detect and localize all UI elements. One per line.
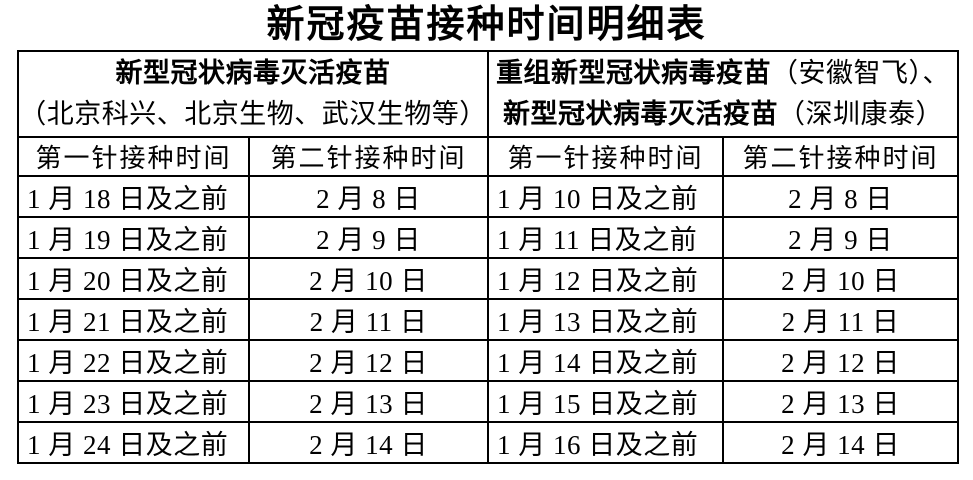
first-dose-cell: 1 月 18 日及之前 — [17, 175, 250, 218]
col-header-dose1-right: 第一针接种时间 — [487, 136, 724, 177]
first-dose-cell: 1 月 11 日及之前 — [487, 216, 724, 259]
table-row: 1 月 23 日及之前 2 月 13 日 1 月 15 日及之前 2 月 13 … — [17, 380, 959, 423]
second-dose-cell: 2 月 10 日 — [248, 257, 489, 300]
first-dose-cell: 1 月 23 日及之前 — [17, 380, 250, 423]
second-dose-cell: 2 月 13 日 — [248, 380, 489, 423]
vaccine-schedule-table: 新型冠状病毒灭活疫苗 （北京科兴、北京生物、武汉生物等） 重组新型冠状病毒疫苗（… — [17, 50, 959, 464]
second-dose-cell: 2 月 9 日 — [248, 216, 489, 259]
second-dose-cell: 2 月 10 日 — [722, 257, 959, 300]
second-dose-cell: 2 月 12 日 — [248, 339, 489, 382]
group-title-line: （北京科兴、北京生物、武汉生物等） — [19, 94, 487, 135]
table-row: 1 月 20 日及之前 2 月 10 日 1 月 12 日及之前 2 月 10 … — [17, 257, 959, 300]
group-header-inactivated-vaccine: 新型冠状病毒灭活疫苗 （北京科兴、北京生物、武汉生物等） — [17, 50, 489, 138]
group-title-note: （北京科兴、北京生物、武汉生物等） — [19, 99, 487, 129]
first-dose-cell: 1 月 19 日及之前 — [17, 216, 250, 259]
page-title: 新冠疫苗接种时间明细表 — [266, 4, 707, 46]
group-header-row: 新型冠状病毒灭活疫苗 （北京科兴、北京生物、武汉生物等） 重组新型冠状病毒疫苗（… — [17, 50, 959, 138]
group-header-recombinant-vaccine: 重组新型冠状病毒疫苗（安徽智飞）、 新型冠状病毒灭活疫苗（深圳康泰） — [487, 50, 959, 138]
col-header-dose2-left: 第二针接种时间 — [248, 136, 489, 177]
subheader-row: 第一针接种时间 第二针接种时间 第一针接种时间 第二针接种时间 — [17, 136, 959, 177]
group-title-bold: 重组新型冠状病毒疫苗 — [496, 58, 771, 88]
second-dose-cell: 2 月 11 日 — [722, 298, 959, 341]
first-dose-cell: 1 月 20 日及之前 — [17, 257, 250, 300]
table-row: 1 月 22 日及之前 2 月 12 日 1 月 14 日及之前 2 月 12 … — [17, 339, 959, 382]
second-dose-cell: 2 月 14 日 — [722, 421, 959, 464]
group-title-note: （安徽智飞）、 — [771, 58, 950, 88]
group-title-line: 新型冠状病毒灭活疫苗（深圳康泰） — [490, 94, 956, 135]
first-dose-cell: 1 月 14 日及之前 — [487, 339, 724, 382]
group-title-bold: 新型冠状病毒灭活疫苗 — [503, 99, 778, 129]
first-dose-cell: 1 月 13 日及之前 — [487, 298, 724, 341]
first-dose-cell: 1 月 15 日及之前 — [487, 380, 724, 423]
second-dose-cell: 2 月 14 日 — [248, 421, 489, 464]
group-title-bold: 新型冠状病毒灭活疫苗 — [115, 58, 391, 88]
table-row: 1 月 21 日及之前 2 月 11 日 1 月 13 日及之前 2 月 11 … — [17, 298, 959, 341]
col-header-dose1-left: 第一针接种时间 — [17, 136, 250, 177]
first-dose-cell: 1 月 22 日及之前 — [17, 339, 250, 382]
table-row: 1 月 18 日及之前 2 月 8 日 1 月 10 日及之前 2 月 8 日 — [17, 175, 959, 218]
second-dose-cell: 2 月 13 日 — [722, 380, 959, 423]
second-dose-cell: 2 月 12 日 — [722, 339, 959, 382]
group-title-line: 新型冠状病毒灭活疫苗 — [20, 53, 486, 94]
col-header-dose2-right: 第二针接种时间 — [722, 136, 959, 177]
second-dose-cell: 2 月 8 日 — [722, 175, 959, 218]
second-dose-cell: 2 月 8 日 — [248, 175, 489, 218]
first-dose-cell: 1 月 16 日及之前 — [487, 421, 724, 464]
first-dose-cell: 1 月 24 日及之前 — [17, 421, 250, 464]
group-title-note: （深圳康泰） — [778, 99, 943, 129]
first-dose-cell: 1 月 21 日及之前 — [17, 298, 250, 341]
first-dose-cell: 1 月 10 日及之前 — [487, 175, 724, 218]
group-title-line: 重组新型冠状病毒疫苗（安徽智飞）、 — [490, 53, 956, 94]
table-row: 1 月 24 日及之前 2 月 14 日 1 月 16 日及之前 2 月 14 … — [17, 421, 959, 464]
second-dose-cell: 2 月 9 日 — [722, 216, 959, 259]
second-dose-cell: 2 月 11 日 — [248, 298, 489, 341]
first-dose-cell: 1 月 12 日及之前 — [487, 257, 724, 300]
table-row: 1 月 19 日及之前 2 月 9 日 1 月 11 日及之前 2 月 9 日 — [17, 216, 959, 259]
